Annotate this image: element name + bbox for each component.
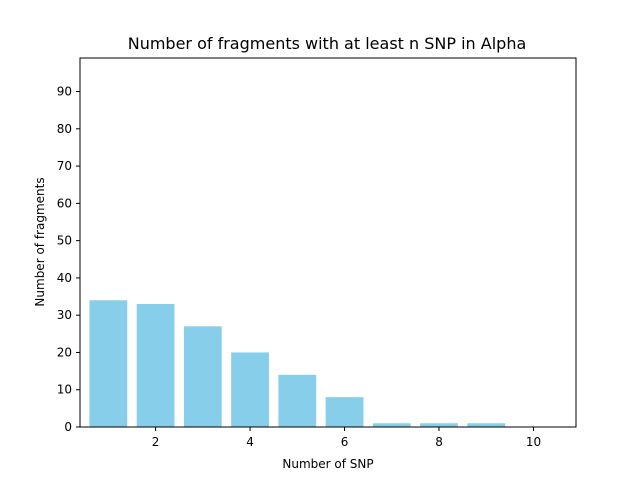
x-tick-label: 4 [246,435,254,449]
x-axis: 2 4 6 8 10 [152,427,541,449]
y-tick-label: 80 [57,122,72,136]
x-tick-label: 2 [152,435,160,449]
bar-snp-5 [278,374,317,427]
y-tick-label: 60 [57,196,72,210]
y-tick-label: 20 [57,345,72,359]
bar-snp-2 [136,304,175,427]
bar-snp-4 [231,352,269,427]
y-axis-label: Number of fragments [33,177,47,306]
bar-snp-8 [420,423,458,427]
bars-group [89,300,506,427]
y-tick-label: 90 [57,85,72,99]
plot-frame [79,57,577,428]
y-tick-label: 30 [57,308,72,322]
x-tick-label: 6 [341,435,349,449]
x-axis-label: Number of SNP [282,457,373,471]
y-tick-label: 50 [57,234,72,248]
y-axis: 0 10 20 30 40 50 60 70 80 90 [57,85,80,434]
y-tick-label: 70 [57,159,72,173]
bar-snp-6 [325,397,364,427]
chart-title: Number of fragments with at least n SNP … [128,34,527,53]
bar-snp-1 [89,300,128,427]
y-tick-label: 40 [57,271,72,285]
bar-snp-7 [372,423,411,427]
y-tick-label: 0 [64,420,72,434]
x-tick-label: 8 [435,435,443,449]
y-tick-label: 10 [57,383,72,397]
bar-snp-9 [467,423,506,427]
x-tick-label: 10 [526,435,541,449]
bar-snp-3 [183,326,222,427]
